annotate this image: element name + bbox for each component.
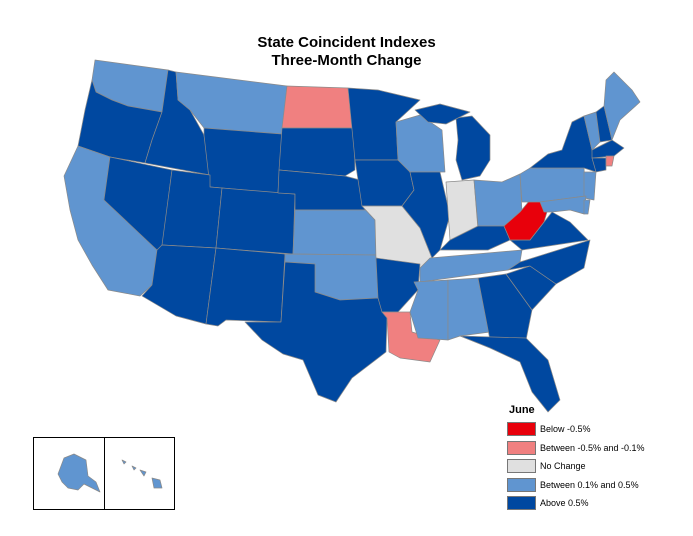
legend-swatch (507, 440, 536, 455)
state-NJ (583, 171, 597, 201)
state-MD (539, 195, 587, 215)
map-title-line1: State Coincident Indexes (257, 34, 436, 51)
state-CT (591, 157, 607, 173)
state-DE (583, 199, 591, 215)
state-MI (455, 115, 491, 181)
state-ND (281, 85, 355, 129)
state-AK (57, 453, 101, 493)
legend-swatch (507, 459, 536, 474)
state-CO (215, 187, 296, 255)
legend-item: Between -0.5% and -0.1% (507, 439, 687, 458)
legend-label: Above 0.5% (540, 498, 589, 509)
map-title-line2: Three-Month Change (271, 52, 422, 69)
legend-label: No Change (540, 461, 586, 472)
state-NM (205, 247, 286, 327)
state-NC (507, 239, 591, 285)
state-RI (605, 155, 615, 167)
legend-title: June (509, 404, 535, 416)
state-FL (459, 335, 561, 413)
legend-swatch (507, 477, 536, 492)
state-TX (244, 261, 388, 403)
state-PA (519, 167, 587, 203)
legend-swatch (507, 422, 536, 437)
legend-label: Between 0.1% and 0.5% (540, 479, 639, 490)
legend-label: Between -0.5% and -0.1% (540, 442, 645, 453)
state-MI-UP (414, 103, 471, 125)
state-AL (447, 277, 491, 341)
legend-label: Below -0.5% (540, 424, 591, 435)
state-KS (292, 209, 377, 256)
legend-item: Below -0.5% (507, 420, 687, 439)
state-WY (203, 127, 283, 194)
state-ME (603, 71, 641, 141)
state-MA (591, 139, 625, 159)
state-HI (121, 459, 163, 489)
map-legend: June Below -0.5% Between -0.5% and -0.1%… (507, 404, 687, 513)
map-title: State Coincident Indexes Three-Month Cha… (0, 34, 693, 70)
legend-item: No Change (507, 457, 687, 476)
state-LA (381, 311, 441, 363)
legend-item: Above 0.5% (507, 494, 687, 513)
state-SD (278, 127, 356, 177)
legend-item: Between 0.1% and 0.5% (507, 476, 687, 495)
legend-swatch (507, 496, 536, 511)
state-WI (395, 114, 446, 173)
state-GA (477, 273, 533, 341)
inset-divider (104, 438, 105, 509)
alaska-hawaii-inset (33, 437, 175, 510)
